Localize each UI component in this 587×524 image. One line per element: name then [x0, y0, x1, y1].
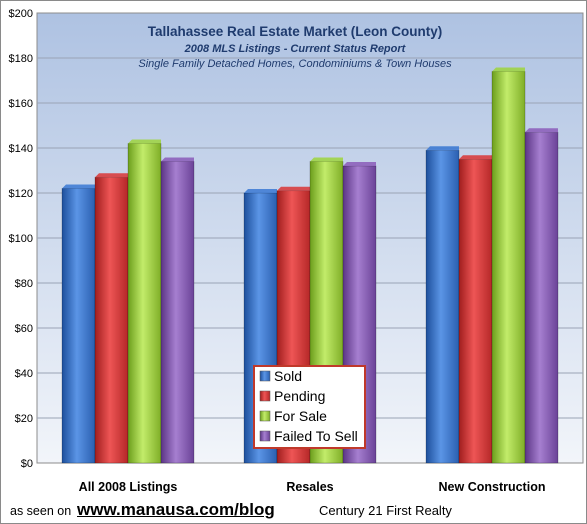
legend: Sold Pending For Sale Failed To Sell	[253, 365, 366, 449]
y-tick-label: $20	[15, 413, 33, 425]
bar-chart: $0 $20 $40 $60 $80 $100 $120 $140 $160 $180 $200 A…	[9, 8, 584, 494]
y-tick-label: $60	[15, 323, 33, 335]
legend-label: Failed To Sell	[274, 428, 358, 444]
legend-label: Pending	[274, 388, 325, 404]
x-axis-categories: All 2008 Listings Resales New Construction	[79, 480, 546, 494]
bar-for-sale	[127, 139, 162, 464]
x-category-label: New Construction	[439, 480, 546, 494]
y-tick-label: $140	[9, 143, 33, 155]
y-tick-label: $80	[15, 278, 33, 290]
y-tick-label: $160	[9, 98, 33, 110]
legend-item: For Sale	[259, 408, 327, 424]
y-tick-label: $0	[21, 458, 33, 470]
y-tick-label: $200	[9, 8, 33, 20]
y-tick-label: $180	[9, 53, 33, 65]
chart-subtitle: 2008 MLS Listings - Current Status Repor…	[184, 43, 407, 55]
y-axis-ticks: $0 $20 $40 $60 $80 $100 $120 $140 $160 $180 $200	[9, 8, 33, 470]
legend-label: For Sale	[274, 408, 327, 424]
footer: as seen on www.manausa.com/blog Century …	[1, 499, 587, 523]
legend-swatch	[259, 430, 271, 442]
legend-item: Pending	[259, 388, 325, 404]
x-category-label: Resales	[286, 480, 333, 494]
legend-swatch	[259, 370, 271, 382]
footer-seen-text: as seen on	[10, 504, 72, 518]
bar-failed-to-sell	[160, 157, 195, 464]
bar-sold	[61, 184, 96, 464]
x-category-label: All 2008 Listings	[79, 480, 178, 494]
legend-box	[253, 365, 366, 449]
y-tick-label: $40	[15, 368, 33, 380]
legend-swatch	[259, 390, 271, 402]
legend-item: Failed To Sell	[259, 428, 358, 444]
bar-for-sale	[491, 67, 526, 464]
legend-swatch	[259, 410, 271, 422]
legend-label: Sold	[274, 368, 302, 384]
y-tick-label: $100	[9, 233, 33, 245]
bar-pending	[94, 173, 129, 464]
chart-subtitle-2: Single Family Detached Homes, Condominiu…	[138, 58, 452, 70]
footer-realty-name: Century 21 First Realty	[319, 503, 452, 518]
footer-blog-link[interactable]: www.manausa.com/blog	[77, 500, 275, 519]
y-tick-label: $120	[9, 188, 33, 200]
legend-item: Sold	[259, 368, 302, 384]
chart-title: Tallahassee Real Estate Market (Leon Cou…	[148, 24, 443, 39]
bars	[61, 67, 559, 464]
bar-sold	[425, 146, 460, 464]
bar-failed-to-sell	[524, 128, 559, 464]
bar-pending	[458, 155, 493, 464]
